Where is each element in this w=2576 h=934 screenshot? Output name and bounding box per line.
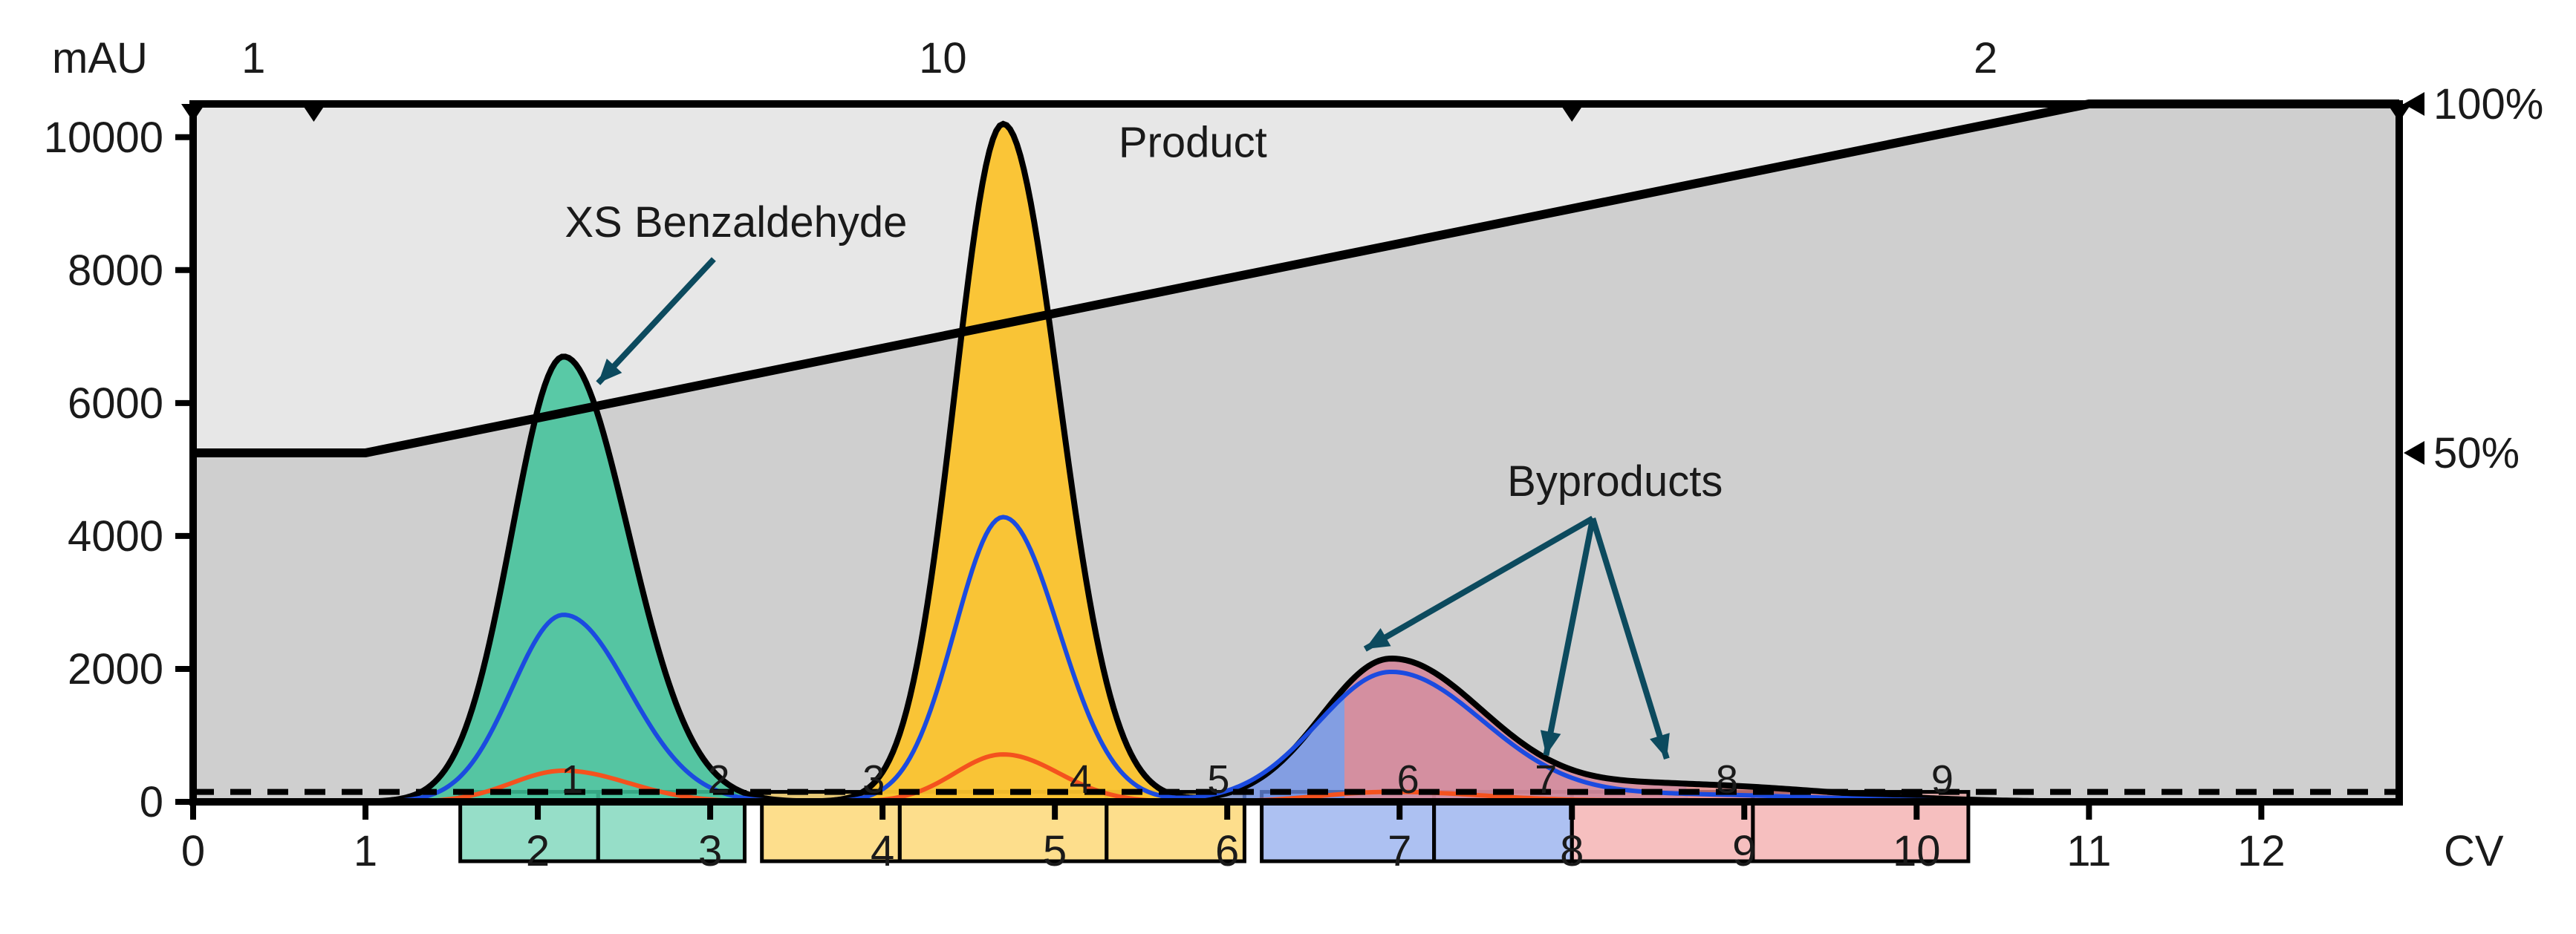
x-axis-label: CV <box>2444 827 2504 875</box>
xtick-6: 6 <box>1215 827 1239 875</box>
y2tick-50: 50% <box>2433 429 2520 477</box>
fraction-label-6: 6 <box>1397 757 1419 802</box>
xtick-12: 12 <box>2237 827 2286 875</box>
xtick-8: 8 <box>1560 827 1584 875</box>
xtick-9: 9 <box>1732 827 1756 875</box>
fraction-label-1: 1 <box>561 757 583 802</box>
fraction-label-5: 5 <box>1207 757 1229 802</box>
ytick-0: 0 <box>140 778 163 826</box>
xtick-1: 1 <box>354 827 377 875</box>
y2-marker-50 <box>2404 441 2424 465</box>
top-segment-10: 10 <box>919 34 967 82</box>
xtick-7: 7 <box>1388 827 1411 875</box>
xtick-11: 11 <box>2066 827 2111 875</box>
fraction-label-8: 8 <box>1716 757 1738 802</box>
ytick-8000: 8000 <box>68 246 163 295</box>
xtick-10: 10 <box>1893 827 1941 875</box>
top-segment-2: 2 <box>1974 34 1997 82</box>
y-axis-label: mAU <box>52 34 148 82</box>
fraction-label-3: 3 <box>862 757 885 802</box>
fraction-label-7: 7 <box>1535 757 1557 802</box>
ytick-2000: 2000 <box>68 645 163 693</box>
xtick-0: 0 <box>181 827 205 875</box>
xtick-5: 5 <box>1043 827 1067 875</box>
fraction-label-4: 4 <box>1070 757 1092 802</box>
fraction-label-9: 9 <box>1931 757 1954 802</box>
top-segment-1: 1 <box>241 34 265 82</box>
xtick-4: 4 <box>871 827 894 875</box>
fraction-label-2: 2 <box>707 757 729 802</box>
ytick-10000: 10000 <box>44 114 163 162</box>
ytick-6000: 6000 <box>68 379 163 428</box>
xtick-3: 3 <box>698 827 722 875</box>
anno-byproducts: Byproducts <box>1507 457 1723 506</box>
y2tick-100: 100% <box>2433 80 2543 128</box>
anno-product: Product <box>1119 119 1267 167</box>
ytick-4000: 4000 <box>68 512 163 561</box>
chromatogram-chart: 1234567890200040006000800010000mAU012345… <box>0 0 2576 934</box>
anno-benzaldehyde: XS Benzaldehyde <box>565 198 907 246</box>
xtick-2: 2 <box>526 827 550 875</box>
